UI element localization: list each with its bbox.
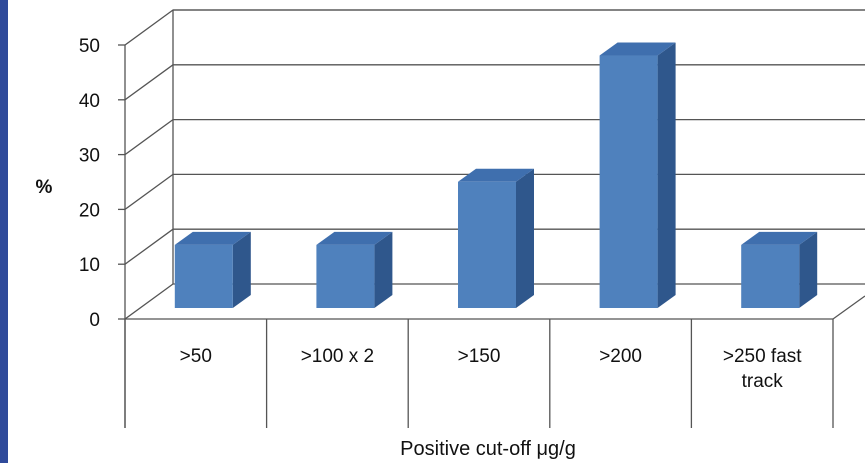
x-tick-label: >250 fast track xyxy=(723,346,802,392)
y-tick-label: 20 xyxy=(79,200,100,221)
left-border-band xyxy=(0,0,8,463)
y-tick-label: 10 xyxy=(79,255,100,276)
bar xyxy=(741,244,800,308)
y-tick-labels: 0 10 20 30 40 50 xyxy=(79,36,125,331)
bar xyxy=(316,244,375,308)
bar-top xyxy=(174,231,251,245)
bar-side xyxy=(516,168,534,308)
y-tick-label: 0 xyxy=(89,310,100,331)
bars xyxy=(174,42,818,309)
bar xyxy=(174,244,233,308)
bar-side xyxy=(657,42,676,309)
bar xyxy=(458,181,516,308)
x-axis-label: Positive cut-off μg/g xyxy=(400,438,576,460)
category-table: >50 >100 x 2 >150 >200 >250 fast track xyxy=(124,318,834,428)
bar-side xyxy=(374,231,393,308)
gridline xyxy=(124,118,865,156)
gridline xyxy=(124,9,865,46)
gridline xyxy=(124,64,865,101)
x-tick-label: >100 x 2 xyxy=(301,346,374,367)
y-tick-label: 40 xyxy=(79,91,100,112)
y-tick-label: 50 xyxy=(79,36,100,57)
bar-top xyxy=(741,231,818,245)
floor-right-edge xyxy=(832,295,865,320)
bar-side xyxy=(799,231,818,308)
bar-top xyxy=(599,42,676,56)
bar xyxy=(599,55,658,308)
y-tick-label: 30 xyxy=(79,146,100,167)
bar-top xyxy=(316,231,393,245)
x-tick-label: >150 xyxy=(458,346,501,367)
x-tick-label: >200 xyxy=(599,346,642,367)
bar-top xyxy=(458,168,534,182)
x-tick-label: >50 xyxy=(180,346,212,367)
y-axis-label: % xyxy=(36,177,53,198)
bar-side xyxy=(232,231,251,308)
